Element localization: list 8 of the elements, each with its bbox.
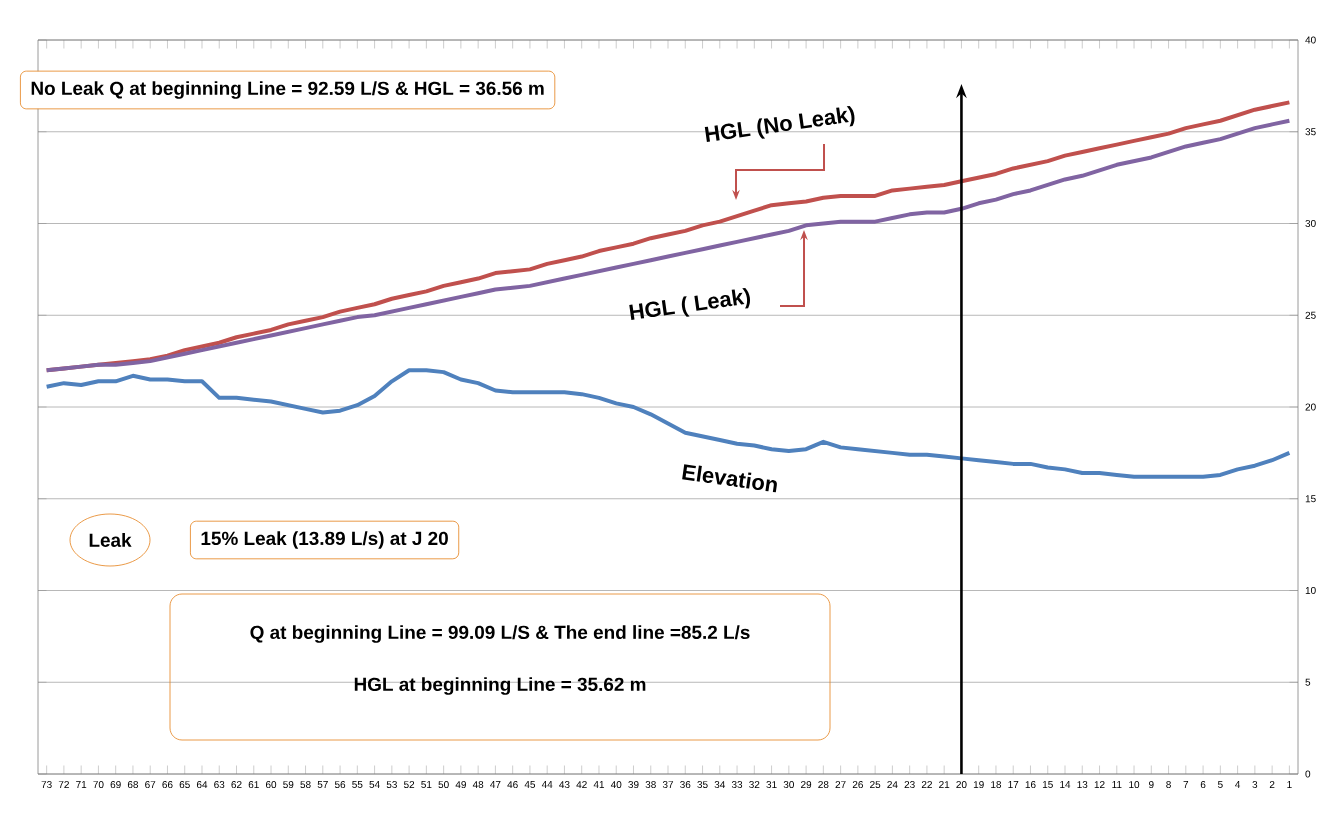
text: HGL (No Leak) — [704, 105, 855, 142]
annotation: 15% Leak (13.89 L/s) at J 20 — [201, 531, 448, 549]
text: Elevation — [682, 464, 777, 493]
text: HGL ( Leak) — [629, 287, 751, 320]
annotation: HGL at beginning Line = 35.62 m — [354, 677, 646, 695]
annotation: No Leak Q at beginning Line = 92.59 L/S & HGL = 36.56 m — [31, 81, 544, 99]
annotation: Q at beginning Line = 99.09 L/S & The end line =85.2 L/s — [250, 625, 750, 643]
annotation: Leak — [89, 533, 132, 547]
